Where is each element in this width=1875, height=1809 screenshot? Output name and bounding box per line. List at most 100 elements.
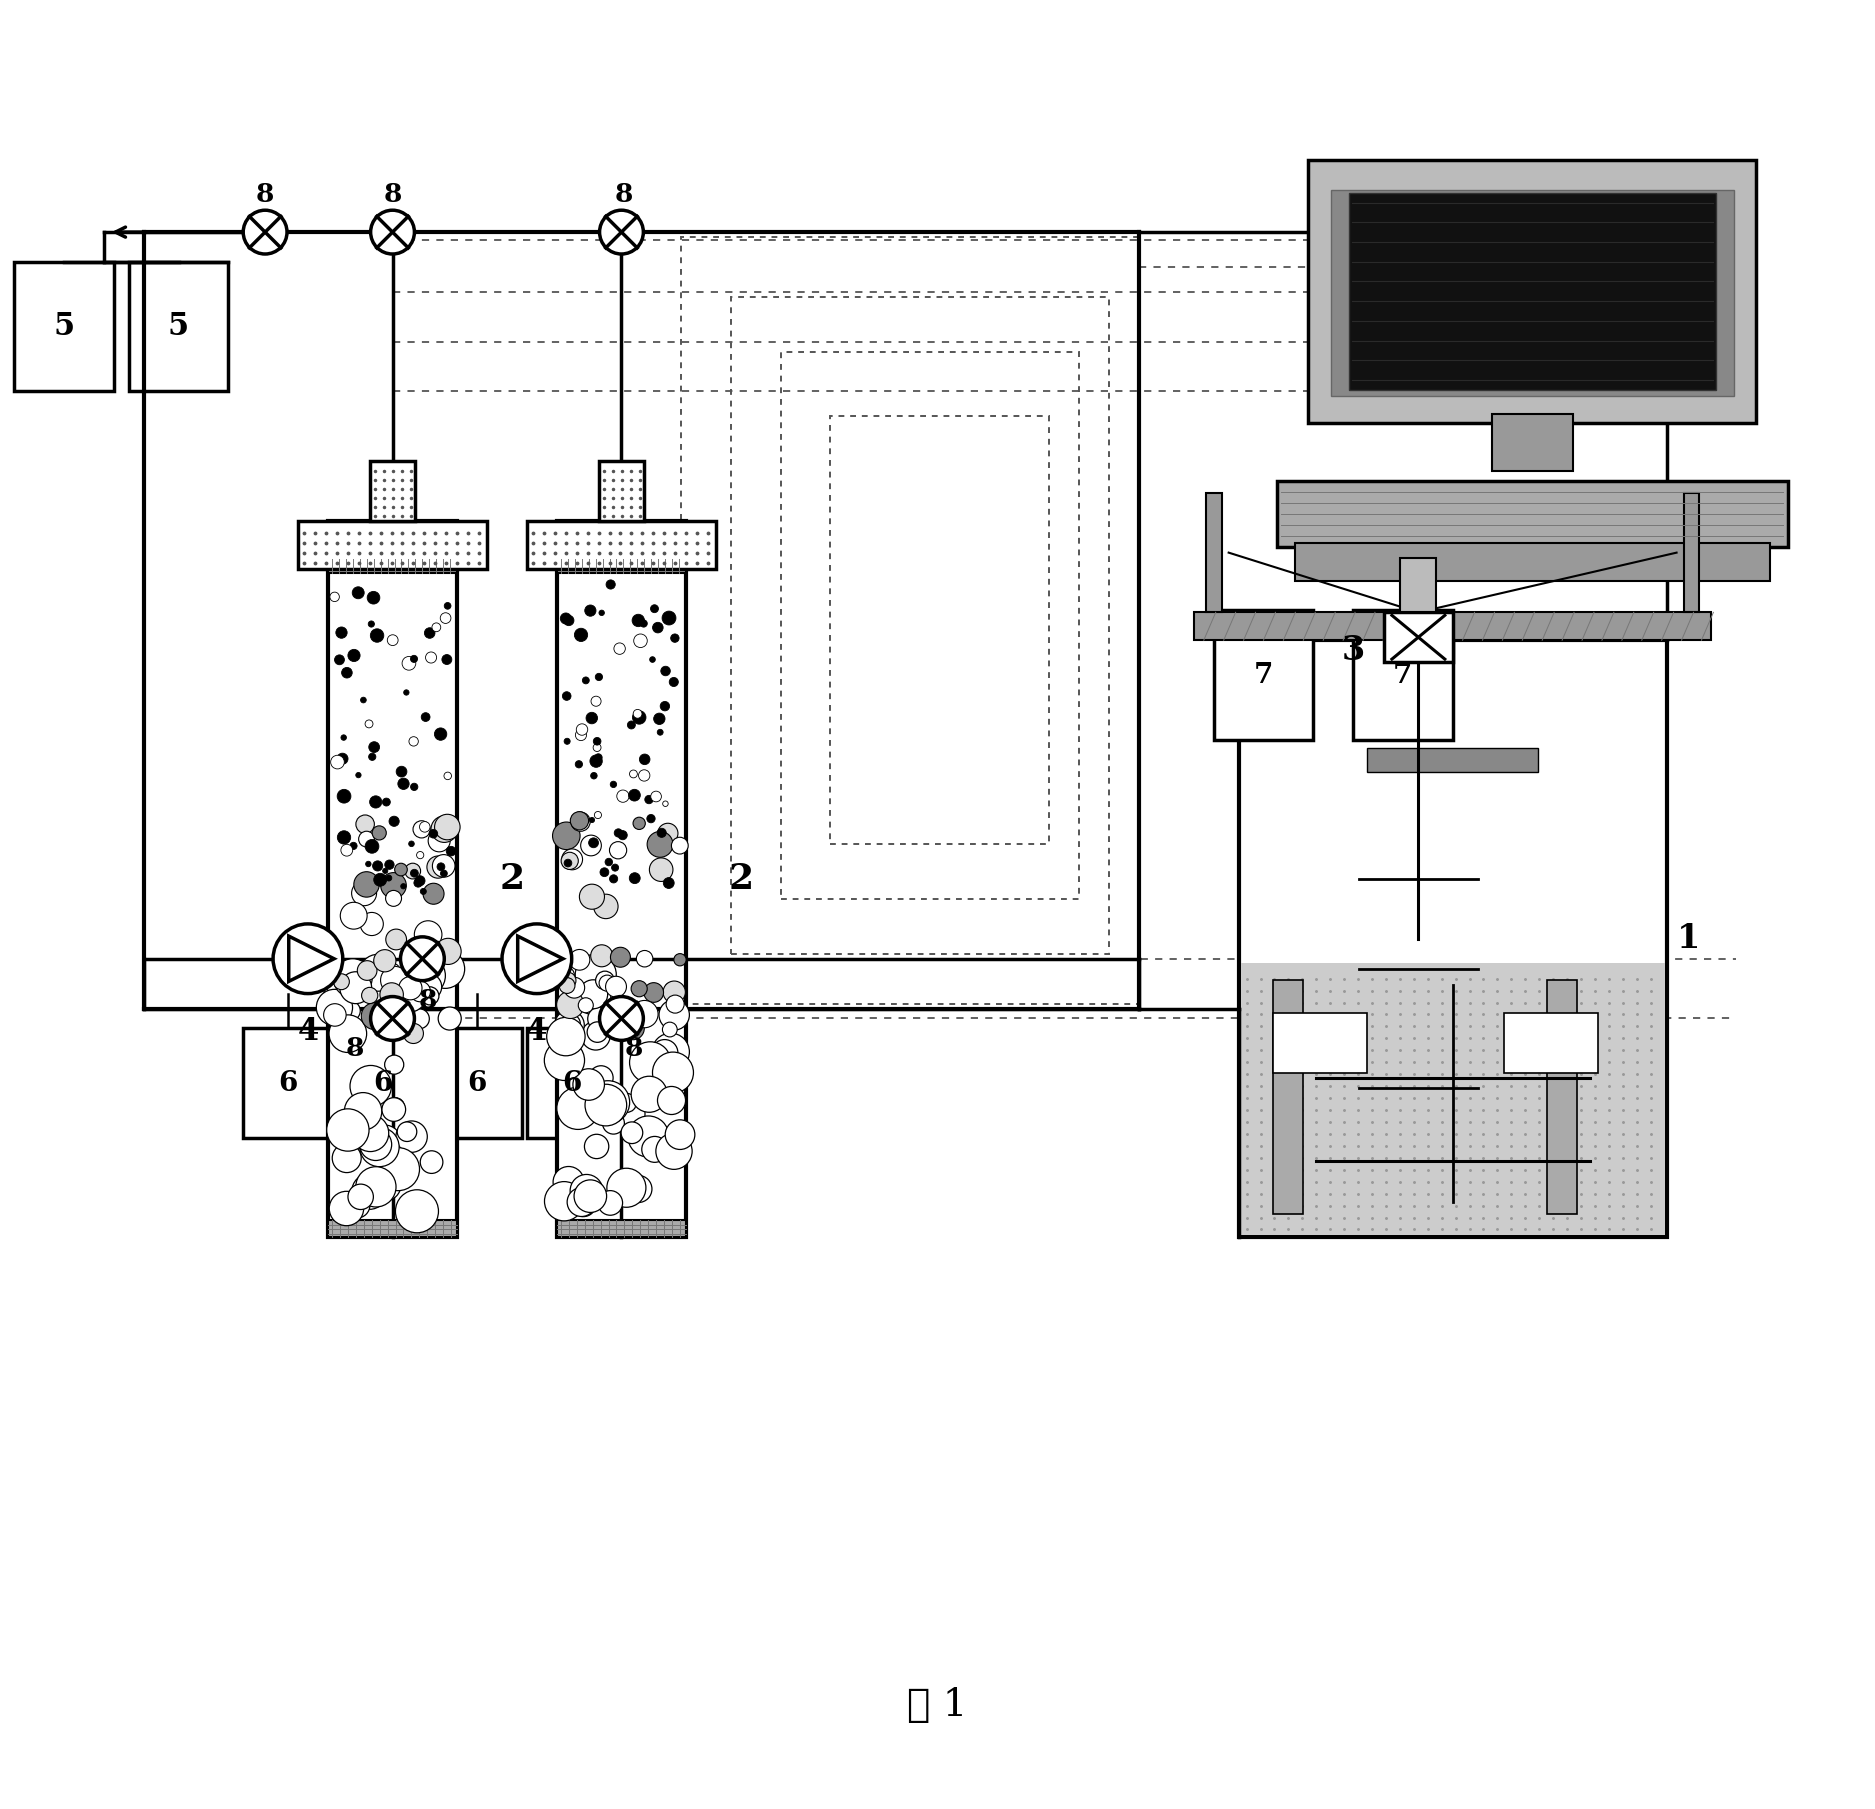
Circle shape: [671, 633, 679, 642]
Circle shape: [362, 988, 377, 1004]
Circle shape: [615, 829, 622, 838]
Circle shape: [411, 783, 418, 791]
Bar: [1277, 481, 1787, 548]
Circle shape: [442, 655, 452, 664]
Circle shape: [585, 1084, 626, 1125]
Circle shape: [384, 859, 394, 870]
Circle shape: [666, 995, 684, 1013]
Circle shape: [617, 1093, 636, 1113]
Circle shape: [630, 1042, 671, 1084]
Circle shape: [435, 814, 459, 839]
Circle shape: [660, 702, 669, 711]
Bar: [1273, 980, 1303, 1214]
Circle shape: [422, 713, 429, 722]
Circle shape: [600, 997, 643, 1040]
Circle shape: [598, 610, 604, 615]
Circle shape: [544, 1181, 583, 1221]
Bar: [1206, 492, 1222, 613]
Circle shape: [420, 821, 429, 832]
Text: 5: 5: [54, 311, 75, 342]
Circle shape: [606, 977, 626, 997]
Circle shape: [587, 713, 598, 724]
Text: 8: 8: [345, 1037, 364, 1060]
Circle shape: [375, 1004, 399, 1028]
Circle shape: [576, 760, 583, 767]
Circle shape: [576, 729, 587, 740]
Circle shape: [341, 668, 352, 678]
Circle shape: [574, 1069, 604, 1100]
Circle shape: [330, 1192, 364, 1227]
Circle shape: [660, 666, 671, 677]
Circle shape: [589, 838, 598, 848]
Circle shape: [664, 877, 675, 888]
Circle shape: [662, 1022, 677, 1037]
Circle shape: [328, 1015, 368, 1053]
Text: 8: 8: [615, 181, 632, 206]
Circle shape: [326, 1109, 369, 1151]
Circle shape: [639, 771, 651, 781]
Bar: [1492, 414, 1573, 470]
Text: 6: 6: [278, 1069, 298, 1096]
Circle shape: [562, 848, 583, 870]
Circle shape: [399, 977, 422, 1000]
Circle shape: [570, 950, 591, 970]
Circle shape: [405, 955, 446, 997]
Circle shape: [384, 962, 401, 980]
Circle shape: [602, 1113, 624, 1134]
Text: 8: 8: [418, 988, 437, 1013]
Circle shape: [334, 973, 349, 990]
Circle shape: [382, 868, 388, 874]
Circle shape: [645, 796, 652, 803]
Bar: [1401, 557, 1436, 613]
Circle shape: [632, 1076, 667, 1113]
Circle shape: [649, 857, 673, 881]
Bar: [1348, 194, 1716, 389]
Bar: [1547, 980, 1577, 1214]
Circle shape: [611, 948, 630, 968]
Circle shape: [581, 1022, 609, 1049]
Circle shape: [433, 854, 456, 877]
Circle shape: [382, 798, 390, 807]
Circle shape: [360, 912, 382, 935]
Circle shape: [360, 696, 366, 704]
Circle shape: [652, 622, 664, 633]
Circle shape: [570, 812, 589, 830]
Bar: [1239, 640, 1667, 1237]
Bar: [557, 559, 686, 572]
Circle shape: [360, 1129, 392, 1161]
Circle shape: [594, 812, 602, 819]
Circle shape: [628, 789, 641, 801]
Circle shape: [576, 953, 617, 995]
Circle shape: [651, 791, 662, 801]
Circle shape: [591, 772, 596, 780]
Circle shape: [382, 990, 401, 1008]
Circle shape: [339, 971, 371, 1004]
Circle shape: [371, 630, 384, 642]
Text: 6: 6: [467, 1069, 488, 1096]
Circle shape: [332, 1143, 362, 1172]
Circle shape: [630, 771, 638, 778]
Circle shape: [587, 1008, 611, 1031]
Text: 1: 1: [1676, 923, 1701, 955]
Text: 4: 4: [527, 1017, 547, 1047]
Circle shape: [561, 852, 578, 870]
Circle shape: [639, 620, 647, 628]
Circle shape: [403, 1024, 424, 1044]
Circle shape: [444, 602, 452, 610]
Circle shape: [544, 1040, 585, 1080]
Text: 6: 6: [562, 1069, 581, 1096]
Circle shape: [338, 830, 351, 845]
Circle shape: [416, 852, 424, 859]
Circle shape: [396, 1190, 439, 1232]
Circle shape: [369, 1170, 401, 1201]
Circle shape: [658, 1087, 686, 1114]
Circle shape: [429, 829, 437, 838]
Circle shape: [401, 883, 407, 888]
Circle shape: [420, 888, 426, 894]
Circle shape: [561, 1176, 598, 1214]
Circle shape: [358, 961, 377, 980]
Bar: [527, 521, 716, 568]
Circle shape: [654, 713, 666, 724]
Circle shape: [330, 756, 345, 769]
Circle shape: [369, 796, 382, 809]
